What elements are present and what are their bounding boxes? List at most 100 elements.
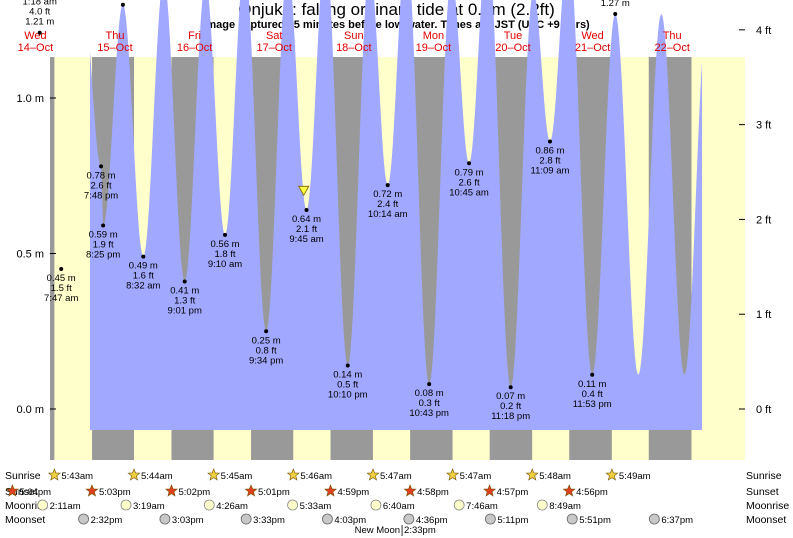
day-date: 17–Oct: [256, 42, 291, 54]
tide-point: [264, 329, 269, 334]
tide-m: 0.45 m: [47, 273, 76, 284]
tide-time: 8:32 am: [126, 281, 160, 292]
y-tick-label-ft: 3 ft: [756, 120, 771, 132]
moonset-icon: [484, 513, 496, 525]
tide-point: [182, 279, 187, 284]
sunrise-time: 5:46am: [300, 471, 332, 482]
row-label-right-moonset: Moonset: [746, 514, 786, 526]
tide-point: [120, 2, 125, 7]
day-date: 19–Oct: [416, 42, 451, 54]
day-date: 14–Oct: [18, 42, 53, 54]
moonrise-time: 4:26am: [216, 501, 248, 512]
tide-point: [613, 12, 618, 17]
sunrise-icon: [207, 468, 221, 481]
moonrise-icon: [370, 499, 382, 511]
sunrise-time: 5:44am: [141, 471, 173, 482]
tide-ft: 1.5 ft: [51, 283, 72, 294]
moonrise-icon: [37, 499, 49, 511]
tide-m: 0.79 m: [455, 167, 484, 178]
moonset-time: 4:36pm: [416, 515, 448, 526]
sunset-time: 5:03pm: [99, 487, 131, 498]
sunrise-time: 5:45am: [221, 471, 253, 482]
moonrise-time: 6:40am: [383, 501, 415, 512]
tide-labels: 1:18 am4.0 ft1.21 m0.78 m2.6 ft7:48 pm0.…: [23, 0, 630, 422]
sunset-icon: [324, 484, 337, 497]
moonrise-time: 2:11am: [50, 501, 81, 512]
day-name: Fri: [188, 30, 201, 42]
moonrise-time: 7:46am: [466, 501, 498, 512]
sunset-time: 5:04pm: [19, 487, 51, 498]
row-label-left-moonset: Moonset: [5, 514, 45, 526]
tide-ft: 0.2 ft: [500, 401, 521, 412]
sunrise-icon: [366, 468, 380, 481]
row-label-right-sunrise: Sunrise: [746, 470, 782, 482]
tide-time: 10:14 am: [368, 209, 408, 220]
row-label-left-moonrise: Moonrise: [5, 500, 48, 512]
moonset-time: 5:51pm: [579, 515, 611, 526]
sunrise-time: 5:48am: [539, 471, 571, 482]
tide-curve: [90, 0, 702, 430]
moonset-icon: [648, 513, 660, 525]
tide-m: 0.14 m: [333, 369, 362, 380]
row-label-right-moonrise: Moonrise: [746, 500, 789, 512]
tide-time: 9:10 am: [208, 259, 242, 270]
day-date: 20–Oct: [495, 42, 530, 54]
y-tick-label-ft: 1 ft: [756, 309, 771, 321]
y-tick-label-m: 0.0 m: [16, 404, 44, 416]
sunrise-icon: [286, 468, 300, 481]
sunset-time: 4:59pm: [338, 487, 370, 498]
tide-time: 7:48 pm: [84, 190, 118, 201]
sunset-time: 4:57pm: [497, 487, 529, 498]
moonset-icon: [322, 513, 333, 525]
sunset-icon: [562, 484, 576, 497]
day-labels: Wed14–OctThu15–OctFri16–OctSat17–OctSun1…: [18, 30, 690, 54]
day-name: Mon: [423, 30, 444, 42]
moonset-time: 4:03pm: [334, 515, 366, 526]
row-label-left-sunrise: Sunrise: [5, 470, 41, 482]
tide-ft: 2.6 ft: [458, 177, 479, 188]
sunrise-time: 5:47am: [380, 471, 412, 482]
y-tick-label-ft: 4 ft: [756, 25, 771, 37]
moonset-time: 3:03pm: [172, 515, 204, 526]
tide-m: 0.59 m: [89, 230, 118, 241]
tide-m: 0.08 m: [415, 388, 444, 399]
tide-point: [37, 30, 42, 35]
tide-ft: 2.6 ft: [91, 180, 112, 191]
day-name: Thu: [663, 30, 682, 42]
tide-point: [345, 363, 350, 368]
tide-point: [427, 382, 432, 387]
moonrise-icon: [453, 499, 465, 511]
day-name: Sat: [266, 30, 283, 42]
day-date: 22–Oct: [654, 42, 689, 54]
tide-m: 1.21 m: [25, 17, 54, 28]
sunset-time: 5:02pm: [178, 487, 210, 498]
y-tick-label-ft: 0 ft: [756, 404, 771, 416]
tide-point: [385, 183, 390, 188]
tide-time: 8:25 pm: [86, 250, 120, 261]
tide-point: [467, 161, 472, 166]
new-moon-label: New Moon: [355, 525, 400, 536]
tide-point: [508, 385, 513, 390]
moonset-icon: [566, 513, 578, 525]
tide-ft: 1.3 ft: [174, 295, 195, 306]
sunset-time: 4:58pm: [417, 487, 449, 498]
moonrise-icon: [287, 499, 299, 511]
tide-point: [101, 223, 106, 228]
tide-ft: 2.1 ft: [296, 224, 317, 235]
tide-ft: 4.0 ft: [29, 7, 50, 18]
sunset-time: 5:01pm: [258, 487, 290, 498]
moonrise-icon: [120, 499, 132, 511]
sunrise-icon: [525, 468, 539, 481]
tide-ft: 1.8 ft: [214, 249, 235, 260]
tide-ft: 2.4 ft: [377, 199, 398, 210]
day-name: Wed: [581, 30, 603, 42]
tide-ft: 0.8 ft: [256, 345, 277, 356]
y-tick-label-m: 1.0 m: [16, 93, 44, 105]
tide-ft: 2.8 ft: [539, 156, 560, 167]
tide-time: 10:43 pm: [409, 408, 449, 419]
moonset-icon: [159, 513, 171, 525]
tide-time: 9:45 am: [289, 234, 323, 245]
tide-ft: 0.4 ft: [582, 389, 603, 400]
moonrise-icon: [536, 499, 548, 511]
